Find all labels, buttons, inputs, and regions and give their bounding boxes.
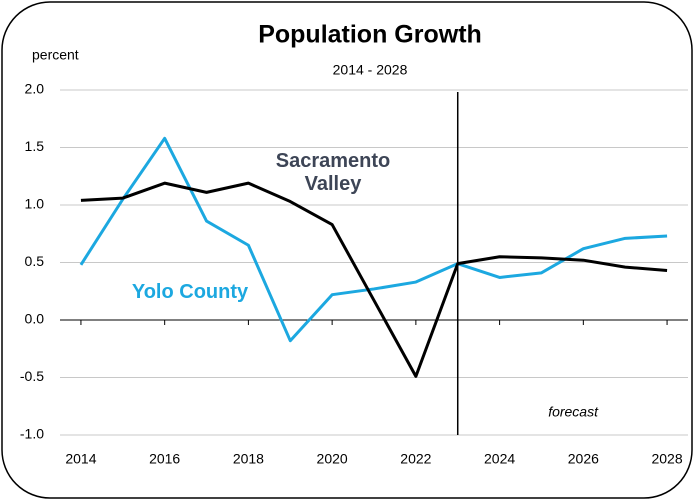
x-tick-label: 2028: [651, 451, 682, 467]
x-tick-label: 2014: [65, 451, 96, 467]
series-line: [79, 136, 668, 343]
series-line: [80, 181, 668, 378]
y-axis-label: percent: [32, 47, 79, 63]
y-tick-label: 1.0: [25, 196, 45, 212]
x-tick-label: 2016: [149, 451, 180, 467]
x-tick-label: 2026: [568, 451, 599, 467]
x-tick-label: 2018: [233, 451, 264, 467]
y-tick-label: 2.0: [25, 81, 45, 97]
y-tick-label: -1.0: [20, 426, 44, 442]
y-tick-label: 1.5: [25, 138, 45, 154]
x-tick-label: 2024: [484, 451, 515, 467]
x-tick-label: 2022: [400, 451, 431, 467]
chart-title: Population Growth: [258, 21, 482, 49]
annotation: forecast: [548, 404, 599, 420]
y-tick-label: -0.5: [20, 368, 44, 384]
series-label: Sacramento Valley: [275, 150, 391, 195]
series-label: Yolo County: [131, 281, 249, 303]
x-tick-label: 2020: [317, 451, 348, 467]
chart-subtitle: 2014 - 2028: [333, 62, 408, 78]
y-tick-label: 0.5: [25, 253, 45, 269]
y-tick-label: 0.0: [25, 311, 45, 327]
